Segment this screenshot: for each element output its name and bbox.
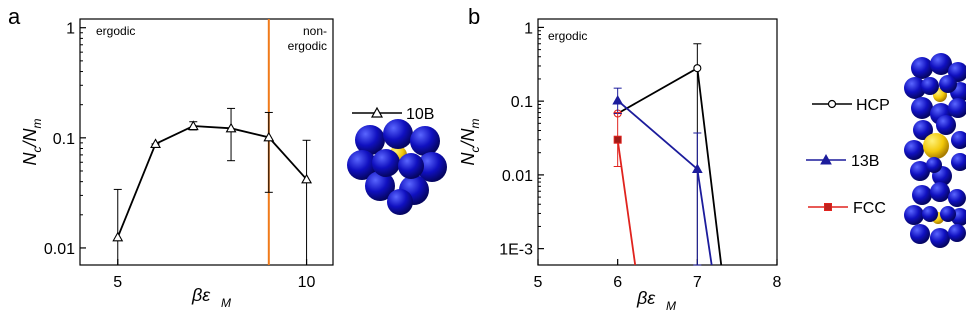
x-axis-label-b-main: βε <box>636 288 656 308</box>
legend-label-HCP: HCP <box>856 97 890 114</box>
y-tick-label: 0.01 <box>44 241 75 258</box>
x-tick-label: 5 <box>113 274 122 291</box>
series-line-FCC <box>616 139 637 266</box>
legend-marker-FCC <box>824 203 832 211</box>
data-point-10B <box>225 122 237 133</box>
region-ergodic-label: ergodic <box>96 24 135 38</box>
cluster-HCP-image <box>904 53 966 125</box>
x-axis-label: βε M <box>191 285 231 310</box>
legend-marker-10B <box>370 106 384 118</box>
panel-a-frame <box>79 18 334 266</box>
data-point-FCC <box>613 135 622 144</box>
legend-label-FCC: FCC <box>853 200 886 217</box>
legend-marker-13B <box>820 153 832 165</box>
y-tick-label: 0.01 <box>502 168 533 185</box>
x-tick-label: 7 <box>693 274 702 291</box>
x-tick-label: 5 <box>534 274 543 291</box>
data-point-10B <box>263 131 275 142</box>
x-axis-label-main: βε <box>191 285 211 305</box>
panel-b: b 1 0.1 0.01 1E-3 5 6 7 8 ergodic Nc/Nm βε M H… <box>458 4 966 313</box>
data-point-13B <box>691 163 703 174</box>
data-point-10B <box>112 231 124 242</box>
y-tick-label: 1E-3 <box>499 242 533 259</box>
x-tick-label: 8 <box>773 274 782 291</box>
y-axis-label: Nc/Nm <box>20 119 44 166</box>
y-tick-label: 1 <box>66 21 75 38</box>
cluster-FCC-image <box>904 182 966 248</box>
panel-b-label: b <box>468 4 480 29</box>
svg-text:Nc/Nm: Nc/Nm <box>20 119 44 166</box>
cluster-10B-image <box>347 119 447 215</box>
y-tick-label: 0.1 <box>511 94 533 111</box>
x-tick-label: 6 <box>613 274 622 291</box>
region-ergodic-label-b: ergodic <box>548 29 587 43</box>
x-axis-label-b-sub: M <box>666 299 676 313</box>
series-line-10B <box>116 125 308 238</box>
svg-text:Nc/Nm: Nc/Nm <box>458 119 482 166</box>
panel-a-label: a <box>8 4 21 29</box>
panel-a: a 1 0.1 0.01 5 10 ergodic non- ergodic Nc/N… <box>8 4 447 310</box>
data-point-10B <box>301 173 313 184</box>
y-tick-label: 1 <box>524 20 533 37</box>
panel-b-frame <box>537 18 778 266</box>
data-point-13B <box>612 94 624 105</box>
region-nonergodic-label-line2: ergodic <box>288 39 327 53</box>
x-axis-label-sub: M <box>221 296 231 310</box>
region-nonergodic-label-line1: non- <box>303 24 327 38</box>
x-axis-label-b: βε M <box>636 288 676 313</box>
legend-marker-HCP <box>827 99 837 109</box>
series-line-HCP <box>617 66 723 266</box>
x-tick-label: 10 <box>298 274 316 291</box>
y-tick-label: 0.1 <box>53 131 75 148</box>
legend: 10B <box>352 106 434 123</box>
cluster-13B-image <box>904 115 966 186</box>
y-axis-label-b: Nc/Nm <box>458 119 482 166</box>
legend-b: HCP 13B FCC <box>806 97 890 217</box>
legend-label-13B: 13B <box>851 153 879 170</box>
data-point-10B <box>187 120 199 131</box>
legend-label-10B: 10B <box>406 106 434 123</box>
data-point-HCP <box>693 64 702 73</box>
data-point-10B <box>150 138 161 148</box>
